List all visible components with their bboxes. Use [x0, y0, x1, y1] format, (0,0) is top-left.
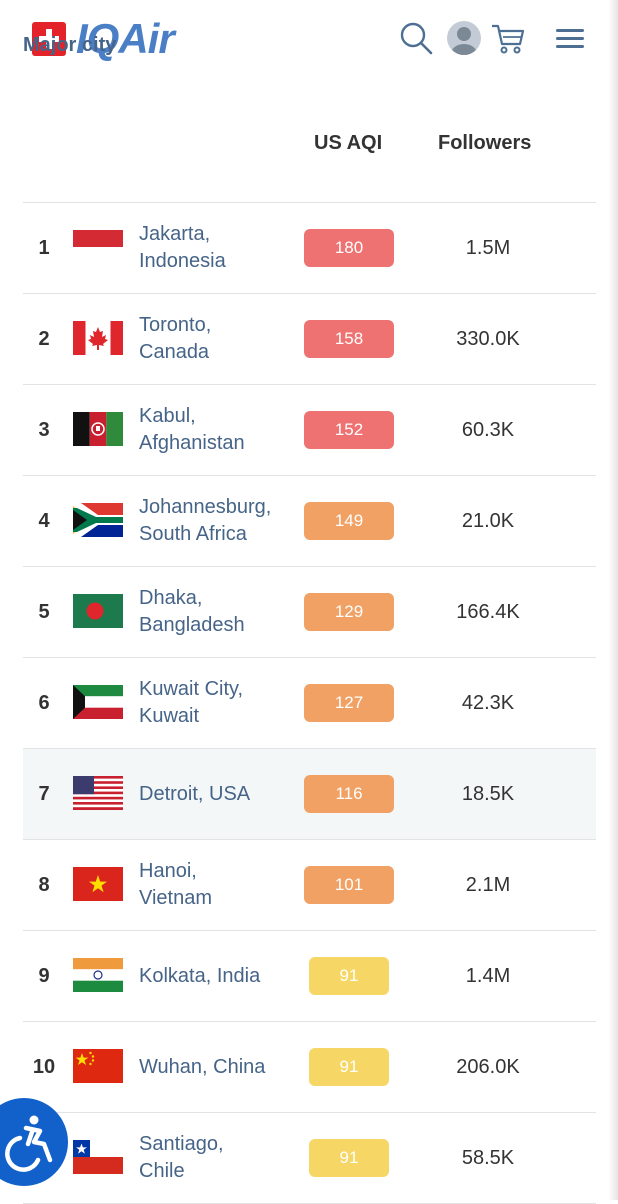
accessibility-button[interactable]: [0, 1098, 68, 1186]
usa-flag-icon: [73, 776, 123, 810]
followers-count: 1.5M: [465, 237, 511, 259]
city-name: Kolkata, India: [139, 964, 261, 987]
menu-icon[interactable]: [554, 20, 590, 56]
city-link[interactable]: Detroit, USA: [139, 749, 250, 839]
followers-count: 42.3K: [461, 692, 515, 714]
aqi-badge: 158: [304, 320, 394, 358]
table-row[interactable]: 7 Detroit, USA 116 18.5K: [23, 749, 596, 840]
table-row[interactable]: 8 Hanoi, Vietnam 101 2.1M: [23, 840, 596, 931]
followers-count: 18.5K: [461, 783, 515, 805]
city-name: Kuwait City,: [139, 678, 244, 700]
followers-count: 206.0K: [456, 1056, 520, 1078]
city-link[interactable]: Wuhan, China: [139, 1022, 265, 1112]
table-divider: [23, 202, 596, 203]
iqair-logo[interactable]: IQAir: [32, 15, 175, 62]
city-name: Dhaka,: [139, 587, 203, 609]
table-row[interactable]: 2 Toronto, Canada 158 330.0K: [23, 294, 596, 385]
aqi-badge: 127: [304, 684, 394, 722]
city-link[interactable]: Toronto, Canada: [139, 294, 211, 384]
followers-count: 166.4K: [456, 601, 520, 623]
rank: 8: [38, 874, 50, 896]
kuwait-flag-icon: [73, 685, 123, 719]
rank: 9: [38, 965, 50, 987]
table-row[interactable]: 6 Kuwait City, Kuwait 127 42.3K: [23, 658, 596, 749]
table-row[interactable]: 10 Wuhan, China 91 206.0K: [23, 1022, 596, 1113]
logo-text: IQAir: [76, 15, 175, 62]
city-name: Detroit, USA: [139, 782, 251, 805]
aqi-badge: 180: [304, 229, 394, 267]
followers-count: 58.5K: [461, 1147, 515, 1169]
city-link[interactable]: Johannesburg, South Africa: [139, 476, 271, 566]
column-header-followers[interactable]: Followers: [438, 132, 532, 154]
followers-count: 60.3K: [461, 419, 515, 441]
city-name: Santiago,: [139, 1133, 224, 1155]
city-name: Toronto,: [139, 314, 212, 336]
aqi-badge: 149: [304, 502, 394, 540]
aqi-badge: 101: [304, 866, 394, 904]
table-row[interactable]: 4 Johannesburg, South Africa 149 21.0K: [23, 476, 596, 567]
aqi-badge: 91: [309, 957, 389, 995]
table-row[interactable]: 5 Dhaka, Bangladesh 129 166.4K: [23, 567, 596, 658]
table-row[interactable]: 3 Kabul, Afghanistan 152 60.3K: [23, 385, 596, 476]
country-name: South Africa: [139, 523, 247, 545]
aqi-badge: 129: [304, 593, 394, 631]
city-link[interactable]: Dhaka, Bangladesh: [139, 567, 245, 657]
country-name: Vietnam: [139, 887, 213, 909]
followers-count: 330.0K: [456, 328, 520, 350]
followers-count: 21.0K: [461, 510, 515, 532]
search-icon[interactable]: [398, 20, 434, 56]
column-header-us-aqi[interactable]: US AQI: [314, 132, 383, 154]
city-name: Hanoi,: [139, 860, 197, 882]
country-name: Chile: [139, 1160, 185, 1182]
rank: 5: [38, 601, 50, 623]
column-header-major-city: Major city: [23, 33, 117, 56]
followers-count: 2.1M: [465, 874, 511, 896]
swiss-flag-icon: [32, 22, 66, 56]
followers-count: 1.4M: [465, 965, 511, 987]
avatar-icon[interactable]: [446, 20, 482, 56]
vietnam-flag-icon: [73, 867, 123, 901]
table-row[interactable]: 9 Kolkata, India 91 1.4M: [23, 931, 596, 1022]
afghanistan-flag-icon: [73, 412, 123, 446]
city-name: Johannesburg,: [139, 496, 272, 518]
aqi-badge: 152: [304, 411, 394, 449]
country-name: Kuwait: [139, 705, 200, 727]
table-row[interactable]: 1 Jakarta, Indonesia 180 1.5M: [23, 203, 596, 294]
page-edge-shadow: [608, 0, 618, 1200]
cart-icon[interactable]: [490, 20, 526, 56]
aqi-badge: 116: [304, 775, 394, 813]
table-row[interactable]: 11 Santiago, Chile 91 58.5K: [23, 1113, 596, 1204]
city-name: Wuhan, China: [139, 1055, 266, 1078]
south-africa-flag-icon: [73, 503, 123, 537]
canada-flag-icon: [73, 321, 123, 355]
india-flag-icon: [73, 958, 123, 992]
rank: 7: [38, 783, 50, 805]
chile-flag-icon: [73, 1140, 123, 1174]
city-link[interactable]: Kabul, Afghanistan: [139, 385, 245, 475]
country-name: Afghanistan: [139, 432, 245, 454]
bangladesh-flag-icon: [73, 594, 123, 628]
city-link[interactable]: Kolkata, India: [139, 931, 260, 1021]
city-link[interactable]: Kuwait City, Kuwait: [139, 658, 243, 748]
site-header: IQAir: [0, 0, 608, 80]
rank: 10: [32, 1056, 56, 1078]
city-link[interactable]: Santiago, Chile: [139, 1113, 224, 1203]
indonesia-flag-icon: [73, 230, 123, 264]
country-name: Canada: [139, 341, 210, 363]
city-name: Jakarta,: [139, 223, 211, 245]
rank: 4: [38, 510, 50, 532]
city-link[interactable]: Jakarta, Indonesia: [139, 203, 226, 293]
city-name: Kabul,: [139, 405, 196, 427]
country-name: Bangladesh: [139, 614, 245, 636]
city-link[interactable]: Hanoi, Vietnam: [139, 840, 212, 930]
rank: 2: [38, 328, 50, 350]
rank: 1: [38, 237, 50, 259]
rank: 3: [38, 419, 50, 441]
aqi-badge: 91: [309, 1048, 389, 1086]
aqi-badge: 91: [309, 1139, 389, 1177]
china-flag-icon: [73, 1049, 123, 1083]
country-name: Indonesia: [139, 250, 226, 272]
wheelchair-icon: [5, 1115, 53, 1172]
rank: 6: [38, 692, 50, 714]
